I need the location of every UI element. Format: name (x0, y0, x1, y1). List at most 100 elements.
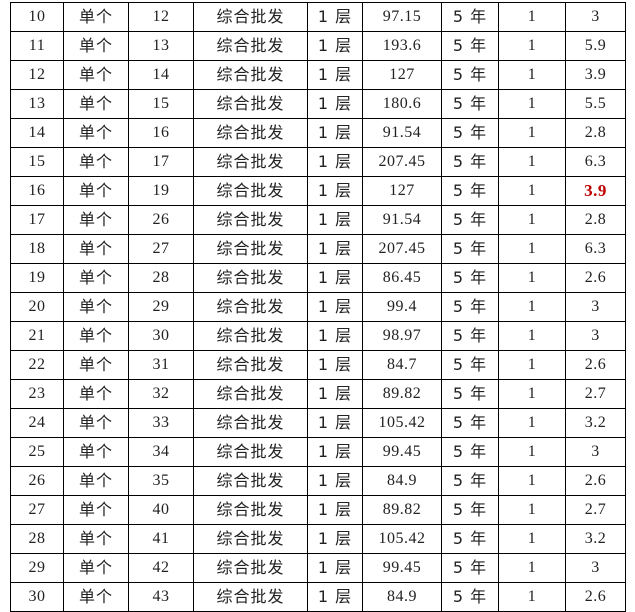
area-value-cell: 105.42 (362, 408, 442, 438)
business-type-cell: 综合批发 (193, 234, 308, 264)
floor-level-cell: 1 层 (307, 582, 363, 612)
rate-value-cell: 2.8 (565, 118, 626, 148)
rate-value-cell: 3 (565, 437, 626, 467)
table-row: 30 单个 43 综合批发 1 层 84.9 5 年 1 2.6 (10, 582, 626, 612)
unit-type-cell: 单个 (63, 408, 129, 438)
unit-code-cell: 33 (128, 408, 194, 438)
row-index-cell: 12 (10, 60, 64, 90)
floor-level-cell: 1 层 (307, 524, 363, 554)
lease-term-cell: 5 年 (441, 205, 499, 235)
rate-value-cell: 5.9 (565, 31, 626, 61)
count-value-cell: 1 (498, 350, 566, 380)
count-value-cell: 1 (498, 379, 566, 409)
lease-term-cell: 5 年 (441, 408, 499, 438)
count-value-cell: 1 (498, 89, 566, 119)
rate-value-cell: 3.2 (565, 408, 626, 438)
floor-level-cell: 1 层 (307, 408, 363, 438)
unit-code-cell: 28 (128, 263, 194, 293)
lease-term-cell: 5 年 (441, 2, 499, 32)
unit-code-cell: 35 (128, 466, 194, 496)
count-value-cell: 1 (498, 495, 566, 525)
table-row: 28 单个 41 综合批发 1 层 105.42 5 年 1 3.2 (10, 524, 626, 554)
unit-code-cell: 13 (128, 31, 194, 61)
rate-value-cell: 3 (565, 2, 626, 32)
business-type-cell: 综合批发 (193, 437, 308, 467)
lease-term-cell: 5 年 (441, 524, 499, 554)
floor-level-cell: 1 层 (307, 89, 363, 119)
row-index-cell: 20 (10, 292, 64, 322)
floor-level-cell: 1 层 (307, 263, 363, 293)
table-row: 22 单个 31 综合批发 1 层 84.7 5 年 1 2.6 (10, 350, 626, 380)
count-value-cell: 1 (498, 292, 566, 322)
lease-term-cell: 5 年 (441, 89, 499, 119)
area-value-cell: 105.42 (362, 524, 442, 554)
table-row: 16 单个 19 综合批发 1 层 127 5 年 1 3.9 (10, 176, 626, 206)
count-value-cell: 1 (498, 147, 566, 177)
rate-value-cell: 6.3 (565, 234, 626, 264)
row-index-cell: 13 (10, 89, 64, 119)
unit-code-cell: 12 (128, 2, 194, 32)
business-type-cell: 综合批发 (193, 147, 308, 177)
unit-type-cell: 单个 (63, 350, 129, 380)
unit-type-cell: 单个 (63, 466, 129, 496)
lease-term-cell: 5 年 (441, 350, 499, 380)
unit-type-cell: 单个 (63, 176, 129, 206)
business-type-cell: 综合批发 (193, 31, 308, 61)
count-value-cell: 1 (498, 408, 566, 438)
row-index-cell: 18 (10, 234, 64, 264)
area-value-cell: 99.4 (362, 292, 442, 322)
count-value-cell: 1 (498, 60, 566, 90)
count-value-cell: 1 (498, 466, 566, 496)
row-index-cell: 15 (10, 147, 64, 177)
lease-term-cell: 5 年 (441, 553, 499, 583)
row-index-cell: 28 (10, 524, 64, 554)
business-type-cell: 综合批发 (193, 524, 308, 554)
unit-code-cell: 40 (128, 495, 194, 525)
rate-value-cell: 3.2 (565, 524, 626, 554)
count-value-cell: 1 (498, 437, 566, 467)
listing-data-table: 10 单个 12 综合批发 1 层 97.15 5 年 1 3 11 单个 13 综合批发 1 层 193.… (10, 2, 626, 612)
rate-value-cell: 3 (565, 292, 626, 322)
area-value-cell: 91.54 (362, 205, 442, 235)
business-type-cell: 综合批发 (193, 292, 308, 322)
rate-value-cell: 3.9 (565, 176, 626, 206)
floor-level-cell: 1 层 (307, 176, 363, 206)
row-index-cell: 26 (10, 466, 64, 496)
business-type-cell: 综合批发 (193, 205, 308, 235)
area-value-cell: 84.9 (362, 466, 442, 496)
business-type-cell: 综合批发 (193, 495, 308, 525)
lease-term-cell: 5 年 (441, 466, 499, 496)
unit-code-cell: 30 (128, 321, 194, 351)
rate-value-cell: 2.6 (565, 466, 626, 496)
floor-level-cell: 1 层 (307, 379, 363, 409)
area-value-cell: 207.45 (362, 234, 442, 264)
unit-type-cell: 单个 (63, 524, 129, 554)
floor-level-cell: 1 层 (307, 553, 363, 583)
business-type-cell: 综合批发 (193, 553, 308, 583)
rate-value-cell: 2.7 (565, 495, 626, 525)
unit-type-cell: 单个 (63, 118, 129, 148)
table-row: 12 单个 14 综合批发 1 层 127 5 年 1 3.9 (10, 60, 626, 90)
rate-value-cell: 3 (565, 553, 626, 583)
rate-value-cell: 6.3 (565, 147, 626, 177)
count-value-cell: 1 (498, 234, 566, 264)
table-row: 19 单个 28 综合批发 1 层 86.45 5 年 1 2.6 (10, 263, 626, 293)
table-row: 14 单个 16 综合批发 1 层 91.54 5 年 1 2.8 (10, 118, 626, 148)
unit-code-cell: 19 (128, 176, 194, 206)
table-row: 13 单个 15 综合批发 1 层 180.6 5 年 1 5.5 (10, 89, 626, 119)
business-type-cell: 综合批发 (193, 89, 308, 119)
lease-term-cell: 5 年 (441, 437, 499, 467)
floor-level-cell: 1 层 (307, 321, 363, 351)
rate-value-cell: 3 (565, 321, 626, 351)
floor-level-cell: 1 层 (307, 495, 363, 525)
lease-term-cell: 5 年 (441, 118, 499, 148)
unit-type-cell: 单个 (63, 2, 129, 32)
floor-level-cell: 1 层 (307, 466, 363, 496)
lease-term-cell: 5 年 (441, 321, 499, 351)
unit-code-cell: 31 (128, 350, 194, 380)
area-value-cell: 91.54 (362, 118, 442, 148)
unit-type-cell: 单个 (63, 553, 129, 583)
lease-term-cell: 5 年 (441, 176, 499, 206)
unit-code-cell: 32 (128, 379, 194, 409)
row-index-cell: 29 (10, 553, 64, 583)
